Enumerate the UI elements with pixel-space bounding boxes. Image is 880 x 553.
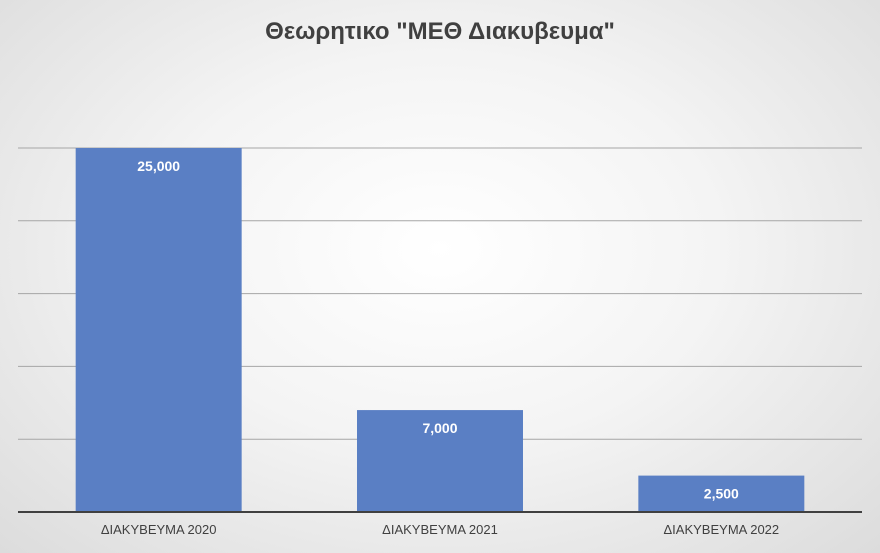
bar-value-label: 7,000 [422, 420, 457, 436]
bar-value-label: 2,500 [704, 486, 739, 502]
x-tick-label: ΔΙΑΚΥΒΕΥΜΑ 2022 [664, 522, 780, 537]
bar [638, 475, 805, 512]
chart-title: Θεωρητικο "ΜΕΘ Διακυβευμα" [265, 18, 615, 45]
bar [357, 410, 523, 512]
x-tick-label: ΔΙΑΚΥΒΕΥΜΑ 2020 [101, 522, 217, 537]
bar [75, 148, 242, 512]
bar-value-label: 25,000 [137, 158, 180, 174]
x-tick-label: ΔΙΑΚΥΒΕΥΜΑ 2021 [382, 522, 498, 537]
